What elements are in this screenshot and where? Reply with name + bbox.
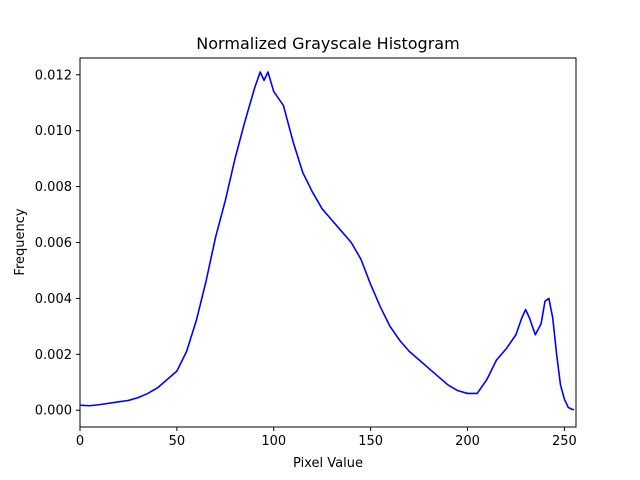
y-tick-label: 0.006: [35, 236, 72, 251]
x-tick-label: 100: [261, 434, 286, 449]
x-axis-label: Pixel Value: [293, 456, 363, 471]
series-line-0: [79, 71, 575, 411]
y-tick-label: 0.004: [35, 292, 72, 307]
x-tick-label: 200: [455, 434, 480, 449]
y-tick-label: 0.008: [35, 180, 72, 195]
x-tick-label: 0: [76, 434, 84, 449]
y-axis-label: Frequency: [13, 208, 28, 275]
y-tick-label: 0.002: [35, 348, 72, 363]
y-tick-label: 0.010: [35, 124, 72, 139]
x-axis-ticks: 0 50 100 150 200 250: [76, 427, 577, 449]
y-axis-ticks: 0.000 0.002 0.004 0.006 0.008 0.010 0.012: [35, 68, 80, 419]
y-tick-label: 0.000: [35, 404, 72, 419]
axes-frame: [79, 57, 577, 428]
y-tick-label: 0.012: [35, 68, 72, 83]
x-tick-label: 50: [169, 434, 186, 449]
chart-title: Normalized Grayscale Histogram: [196, 34, 459, 53]
plot-area: [79, 71, 575, 411]
x-tick-label: 250: [552, 434, 577, 449]
x-tick-label: 150: [358, 434, 383, 449]
